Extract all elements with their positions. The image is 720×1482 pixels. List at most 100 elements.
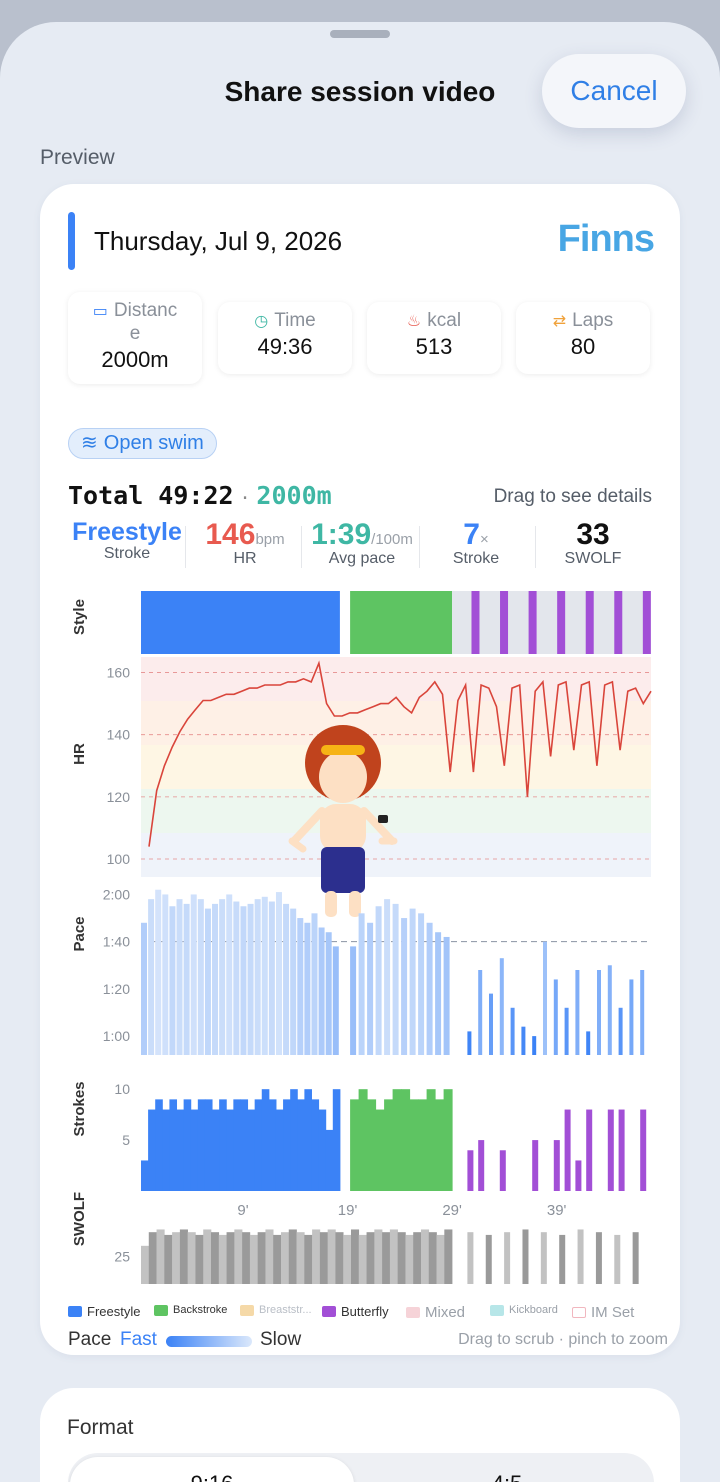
- legend-swatch: [68, 1306, 82, 1317]
- format-option-4-5[interactable]: 4:5: [362, 1457, 652, 1482]
- swolf-bar: [595, 1232, 602, 1284]
- badge-label: Open swim: [103, 432, 204, 454]
- pace-bar: [350, 946, 357, 1055]
- pace-bar: [409, 908, 416, 1055]
- swolf-bar: [382, 1232, 391, 1284]
- stroke-bar: [607, 1109, 614, 1191]
- swolf-bar: [614, 1234, 621, 1284]
- pace-bar: [325, 932, 332, 1055]
- pace-bar: [553, 979, 558, 1055]
- style-segment-butterfly: [528, 591, 537, 654]
- stroke-legend: Freestyle Backstroke Breaststr... Butter…: [68, 1304, 668, 1324]
- pace-bar: [443, 936, 450, 1055]
- stroke-bar: [375, 1109, 385, 1191]
- hr-tick-label: 120: [107, 789, 131, 805]
- pace-bar: [564, 1007, 569, 1055]
- swolf-bar: [273, 1234, 282, 1284]
- pace-bar: [489, 993, 493, 1055]
- pace-bar: [607, 965, 612, 1055]
- stroke-bar: [254, 1099, 263, 1191]
- swolf-bar: [226, 1232, 235, 1284]
- time-tick-label: 29': [442, 1202, 462, 1219]
- metric-swolf-caption: SWOLF: [564, 550, 622, 567]
- style-segment-butterfly: [642, 591, 651, 654]
- style-segment-butterfly: [557, 591, 566, 654]
- pace-bar: [219, 899, 226, 1055]
- swolf-bar: [467, 1232, 474, 1284]
- format-option-9-16[interactable]: 9:16: [70, 1457, 354, 1482]
- legend-swatch: [322, 1306, 336, 1317]
- swolf-bar: [187, 1232, 196, 1284]
- pace-bar: [392, 903, 399, 1055]
- panel-label-style: Style: [71, 599, 88, 635]
- metric-pace-value: 1:39: [311, 518, 372, 551]
- pace-bar: [426, 922, 433, 1055]
- stroke-bar: [247, 1109, 256, 1191]
- mascot-part: [320, 804, 366, 852]
- stroke-bar: [586, 1109, 593, 1191]
- metric-divider: [535, 526, 536, 568]
- swolf-bar: [148, 1232, 157, 1284]
- pace-bar: [247, 903, 254, 1055]
- stroke-bar: [268, 1099, 277, 1191]
- metric-stroke-count-value: 7: [463, 518, 480, 551]
- pace-tick-label: 2:00: [103, 886, 130, 902]
- style-segment-butterfly: [614, 591, 623, 654]
- metric-stroke-count-caption: Stroke: [452, 550, 500, 567]
- swolf-bar: [335, 1232, 344, 1284]
- sheet-grabber[interactable]: [330, 30, 390, 38]
- open-swim-badge: ≋ Open swim: [68, 428, 217, 459]
- swolf-bar: [156, 1229, 165, 1284]
- pace-gradient-bar: [166, 1336, 252, 1347]
- pace-bar: [318, 927, 325, 1055]
- stroke-bar: [197, 1099, 206, 1191]
- stroke-bar: [418, 1099, 428, 1191]
- total-separator: ·: [239, 488, 251, 509]
- stroke-bar: [640, 1109, 647, 1191]
- stroke-bar: [141, 1160, 149, 1191]
- stroke-bar: [283, 1099, 291, 1191]
- pace-bar: [169, 906, 176, 1055]
- stat-laps-label: Laps: [572, 310, 614, 331]
- stroke-bar: [304, 1089, 312, 1191]
- swolf-bar: [389, 1229, 398, 1284]
- stroke-bar: [467, 1150, 474, 1191]
- stroke-bar: [409, 1099, 419, 1191]
- session-preview-card: Thursday, Jul 9, 2026 Finns ▭ Distanc e 2…: [40, 184, 680, 1355]
- pace-bar: [311, 913, 318, 1055]
- pace-legend-fast: Fast: [120, 1329, 157, 1350]
- stroke-bar: [290, 1089, 298, 1191]
- pace-bar: [597, 970, 601, 1055]
- pace-bar: [141, 922, 147, 1055]
- legend-swatch: [490, 1304, 504, 1316]
- legend-item-im-set: IM Set: [572, 1304, 634, 1321]
- panel-label-pace: Pace: [71, 916, 88, 951]
- hr-tick-label: 160: [107, 665, 131, 681]
- stat-kcal-value: 513: [415, 334, 453, 359]
- drag-hint: Drag to see details: [493, 486, 652, 507]
- stroke-bar: [183, 1099, 192, 1191]
- pace-bar: [418, 913, 425, 1055]
- repeat-icon: ⇄: [552, 313, 567, 330]
- metric-pace-unit: /100m: [371, 531, 413, 548]
- brand-logo: Finns: [557, 218, 655, 260]
- stroke-bar: [435, 1099, 445, 1191]
- stroke-bar: [233, 1099, 241, 1191]
- hr-zone-band: [141, 657, 651, 701]
- cancel-button[interactable]: Cancel: [542, 54, 686, 128]
- stroke-bar: [155, 1099, 163, 1191]
- swolf-bar: [288, 1229, 297, 1284]
- style-segment-butterfly: [471, 591, 480, 654]
- stat-kcal-label: kcal: [427, 310, 462, 331]
- metric-pace-caption: Avg pace: [328, 550, 396, 567]
- stat-distance-label: Distanc e: [113, 300, 178, 344]
- pace-bar: [233, 901, 240, 1055]
- stat-kcal: ♨ kcal 513: [367, 302, 501, 374]
- session-chart[interactable]: Style HR Pace Strokes SWOLF 160 140 120 100 2:00 1…: [40, 579, 680, 1299]
- pace-bar: [332, 946, 339, 1055]
- scrub-hint: Drag to scrub · pinch to zoom: [458, 1331, 668, 1348]
- mascot-part: [321, 745, 365, 755]
- total-time: Total 49:22: [68, 481, 234, 510]
- share-sheet: Share session video Cancel Preview Thurs…: [0, 22, 720, 1482]
- pace-tick-label: 1:20: [103, 981, 130, 997]
